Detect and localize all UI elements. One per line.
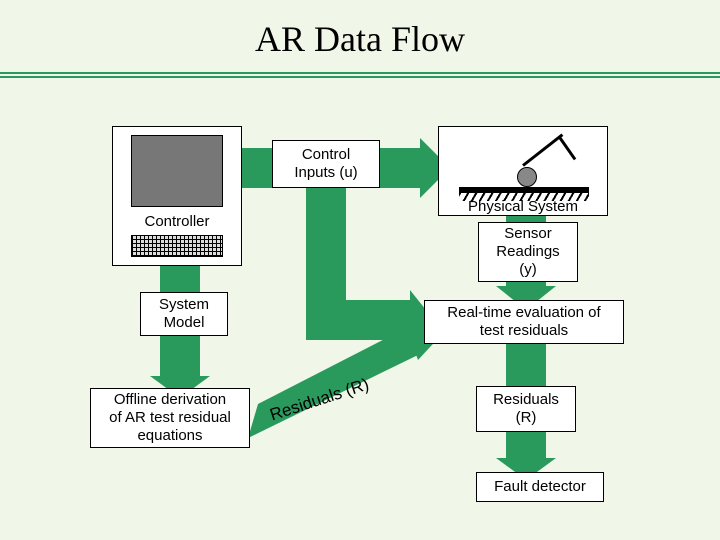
residuals-line2: (R) [516, 409, 537, 426]
system-model-box: System Model [140, 292, 228, 336]
sensor-line3: (y) [519, 261, 537, 278]
controller-box: Controller [112, 126, 242, 266]
control-inputs-line2: Inputs (u) [294, 164, 357, 181]
pendulum-arm2-icon [558, 136, 577, 161]
arrow-inputs-right [306, 300, 410, 340]
sensor-readings-box: Sensor Readings (y) [478, 222, 578, 282]
sensor-line1: Sensor [504, 225, 552, 242]
offline-line3: equations [137, 427, 202, 444]
realtime-eval-box: Real-time evaluation of test residuals [424, 300, 624, 344]
title-divider [0, 72, 720, 78]
control-inputs-line1: Control [302, 146, 350, 163]
arrow-inputs-down [306, 186, 346, 308]
control-inputs-box: Control Inputs (u) [272, 140, 380, 188]
system-model-line2: Model [164, 314, 205, 331]
pendulum-arm-icon [522, 134, 563, 167]
physical-system-label: Physical System [440, 198, 606, 215]
offline-derivation-box: Offline derivation of AR test residual e… [90, 388, 250, 448]
pendulum-joint-icon [517, 167, 537, 187]
fault-detector-label: Fault detector [494, 478, 586, 496]
realtime-line1: Real-time evaluation of [447, 304, 600, 321]
fault-detector-box: Fault detector [476, 472, 604, 502]
offline-line2: of AR test residual [109, 409, 231, 426]
residuals-edge-label: Residuals (R) [267, 375, 371, 426]
controller-label: Controller [113, 213, 241, 230]
sensor-line2: Readings [496, 243, 559, 260]
residuals-line1: Residuals [493, 391, 559, 408]
arrow-offline-to-realtime [0, 0, 720, 540]
realtime-line2: test residuals [480, 322, 568, 339]
residuals-box: Residuals (R) [476, 386, 576, 432]
controller-keyboard-icon [131, 235, 223, 257]
offline-line1: Offline derivation [114, 391, 226, 408]
system-model-line1: System [159, 296, 209, 313]
page-title: AR Data Flow [0, 0, 720, 60]
controller-screen-icon [131, 135, 223, 207]
